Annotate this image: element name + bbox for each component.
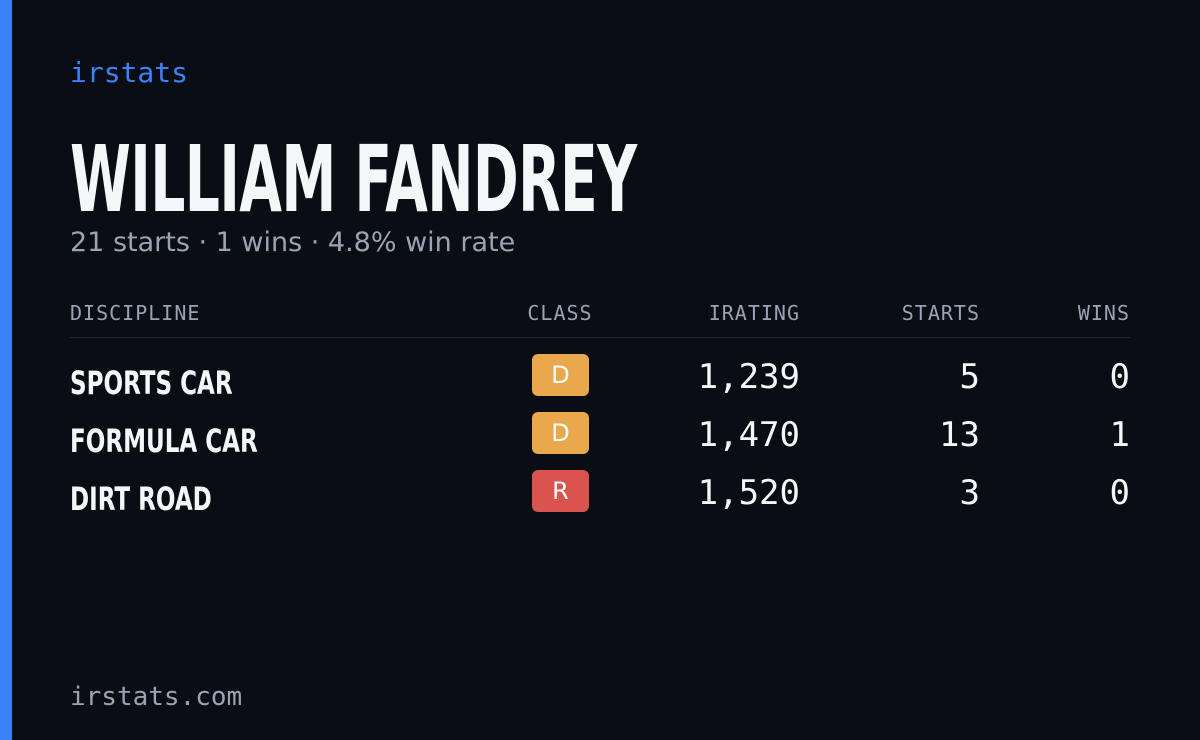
wins: 0 — [1109, 473, 1130, 513]
starts: 13 — [939, 415, 980, 455]
column-header: CLASS — [527, 301, 593, 325]
class-badge: D — [532, 354, 589, 396]
column-header: WINS — [1077, 301, 1130, 325]
starts: 3 — [959, 473, 980, 513]
discipline: SPORTS CAR — [70, 364, 233, 402]
discipline: FORMULA CAR — [70, 422, 258, 460]
class-badge: R — [532, 470, 589, 512]
column-header: IRATING — [708, 301, 800, 325]
starts: 5 — [959, 357, 980, 397]
irating: 1,520 — [697, 473, 800, 513]
driver-name: WILLIAM FANDREY — [70, 126, 637, 233]
header-divider — [70, 337, 1130, 338]
wins: 0 — [1109, 357, 1130, 397]
discipline: DIRT ROAD — [70, 480, 212, 518]
accent-bar — [0, 0, 12, 740]
wins: 1 — [1109, 415, 1130, 455]
brand: irstats — [70, 56, 189, 89]
column-header: STARTS — [901, 301, 980, 325]
irating: 1,239 — [697, 357, 800, 397]
driver-summary: 21 starts · 1 wins · 4.8% win rate — [70, 227, 516, 258]
class-badge: D — [532, 412, 589, 454]
footer-url: irstats.com — [70, 682, 243, 712]
irating: 1,470 — [697, 415, 800, 455]
column-header: DISCIPLINE — [70, 301, 201, 325]
